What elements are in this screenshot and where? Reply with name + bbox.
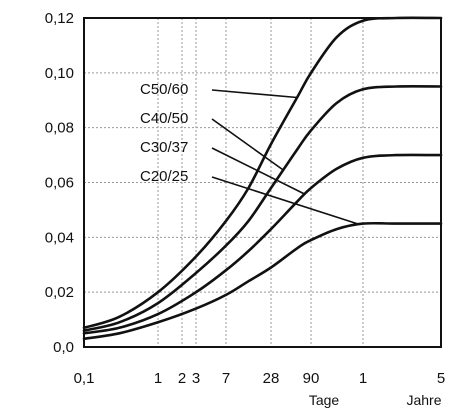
y-tick-label: 0,08 <box>45 120 74 137</box>
y-tick-label: 0,0 <box>53 339 74 356</box>
x-tick-label: 5 <box>437 370 445 387</box>
series-curve <box>82 153 443 335</box>
y-tick-label: 0,12 <box>45 10 74 27</box>
series-leader-line <box>211 147 306 195</box>
x-unit-days: Tage <box>309 392 340 408</box>
grid <box>84 18 441 347</box>
series-label: C30/37 <box>140 139 188 156</box>
series-leader-line <box>211 176 360 226</box>
series-leader-line <box>211 89 298 99</box>
y-tick-label: 0,02 <box>45 284 74 301</box>
label-leaders <box>211 89 360 226</box>
series-label: C20/25 <box>140 168 188 185</box>
series-labels: C50/60 C40/50 C30/37 C20/25 <box>140 81 188 185</box>
series-leader-line <box>211 118 284 171</box>
y-tick-label: 0,06 <box>45 175 74 192</box>
x-tick-label: 0,1 <box>74 370 95 387</box>
x-tick-label: 28 <box>263 370 280 387</box>
plot-frame <box>83 17 442 348</box>
y-tick-label: 0,10 <box>45 65 74 82</box>
series-label: C40/50 <box>140 110 188 127</box>
x-tick-label: 2 <box>178 370 186 387</box>
x-tick-label: 90 <box>303 370 320 387</box>
x-tick-labels: 0,1 1 2 3 7 28 90 1 5 <box>74 370 446 387</box>
series-curve <box>82 221 443 341</box>
x-tick-label: 7 <box>222 370 230 387</box>
x-tick-label: 1 <box>154 370 162 387</box>
series-curve <box>82 85 443 332</box>
y-tick-labels: 0,0 0,02 0,04 0,06 0,08 0,10 0,12 <box>45 10 74 356</box>
y-tick-label: 0,04 <box>45 229 74 246</box>
series-label: C50/60 <box>140 81 188 98</box>
x-tick-label: 3 <box>192 370 200 387</box>
series-curves <box>82 16 443 341</box>
x-tick-label: 1 <box>359 370 367 387</box>
series-curve <box>82 16 443 330</box>
x-unit-years: Jahre <box>406 392 441 408</box>
